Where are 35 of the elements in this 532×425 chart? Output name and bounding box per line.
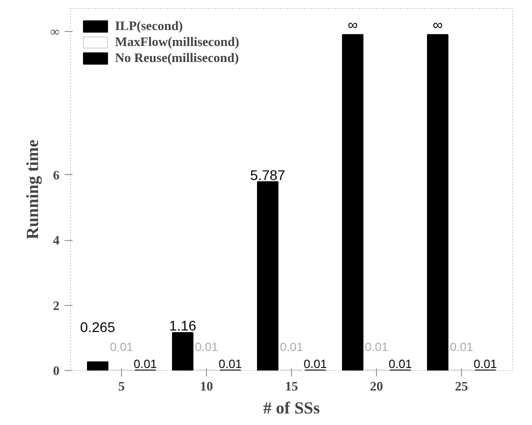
- data-label: ∞: [348, 16, 358, 33]
- data-label: 0.01: [110, 340, 134, 354]
- bar: [427, 34, 448, 370]
- bar: [87, 361, 108, 370]
- data-label: 0.01: [134, 357, 158, 372]
- y-tick-label: 6: [53, 167, 60, 182]
- data-label: 0.01: [450, 340, 474, 354]
- x-tick-label: 15: [285, 378, 298, 394]
- x-tick-label: 20: [370, 378, 383, 394]
- data-label: 0.01: [364, 340, 389, 354]
- y-tick-label: 4: [53, 232, 60, 248]
- x-axis-title: # of SSs: [263, 398, 320, 418]
- y-axis-title: Running time: [23, 139, 42, 240]
- legend-label: ILP(second): [115, 18, 183, 34]
- legend-label: MaxFlow(millisecond): [115, 34, 240, 50]
- data-label: 0.01: [474, 357, 498, 372]
- data-label: 0.01: [280, 340, 304, 354]
- data-label: 1.16: [169, 318, 197, 334]
- x-tick-label: 5: [118, 378, 126, 394]
- legend-label: No Reuse(millisecond): [115, 50, 239, 66]
- data-label: ∞: [432, 16, 443, 33]
- y-tick-label: 2: [53, 298, 60, 313]
- data-label: 0.01: [218, 357, 242, 372]
- y-tick-label: 0: [53, 363, 60, 378]
- bar: [257, 181, 278, 370]
- data-label: 0.01: [388, 357, 412, 372]
- bar: [342, 34, 364, 370]
- x-tick-label: 25: [455, 378, 468, 394]
- bar: [172, 332, 194, 370]
- data-label: 0.265: [80, 319, 116, 336]
- data-label: 0.01: [194, 340, 219, 354]
- data-label: 5.787: [250, 166, 286, 183]
- y-tick-label: ∞: [50, 24, 60, 39]
- data-label: 0.01: [304, 357, 328, 372]
- x-tick-label: 10: [200, 378, 213, 394]
